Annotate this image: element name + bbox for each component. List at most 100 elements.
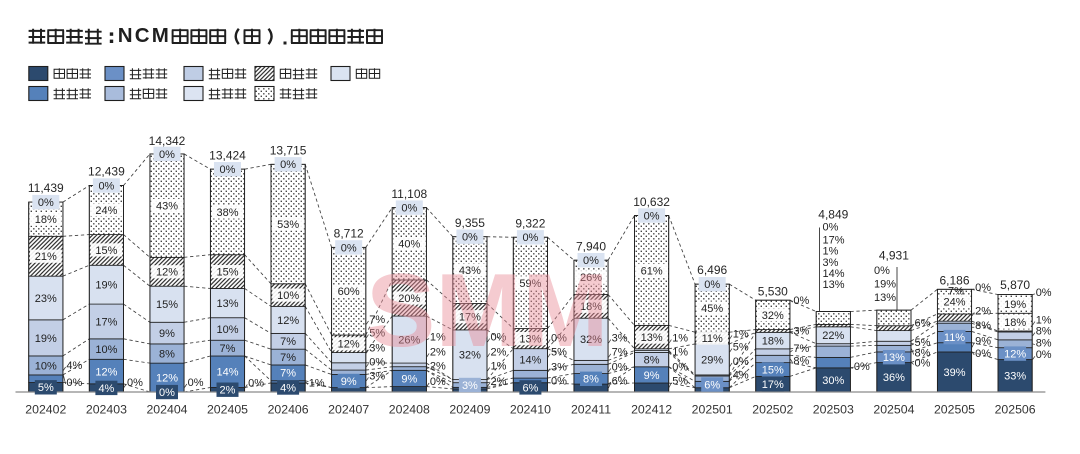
svg-text:39%: 39% xyxy=(943,367,965,379)
svg-text:5%: 5% xyxy=(915,337,931,349)
svg-text:24%: 24% xyxy=(95,205,117,217)
svg-text:6,496: 6,496 xyxy=(697,263,727,277)
svg-text:14%: 14% xyxy=(823,268,845,280)
svg-text:18%: 18% xyxy=(1004,317,1026,329)
svg-text:8%: 8% xyxy=(975,320,991,332)
svg-text:1%: 1% xyxy=(733,328,749,340)
svg-text:8,712: 8,712 xyxy=(334,227,364,241)
svg-text:202503: 202503 xyxy=(813,403,854,417)
svg-text:14%: 14% xyxy=(519,354,541,366)
svg-text:0%: 0% xyxy=(854,361,870,373)
svg-text:5%: 5% xyxy=(551,347,567,359)
svg-text:9%: 9% xyxy=(341,376,357,388)
svg-text:9%: 9% xyxy=(644,370,660,382)
svg-text:0%: 0% xyxy=(159,149,175,161)
svg-text:0%: 0% xyxy=(612,361,628,373)
svg-text:202408: 202408 xyxy=(389,403,430,417)
svg-text:3%: 3% xyxy=(369,343,385,355)
svg-text:0%: 0% xyxy=(491,332,507,344)
svg-text:3%: 3% xyxy=(462,380,478,392)
svg-text:9%: 9% xyxy=(975,335,991,347)
svg-text:26%: 26% xyxy=(580,272,602,284)
svg-text:40%: 40% xyxy=(398,239,420,251)
svg-text:14%: 14% xyxy=(216,367,238,379)
svg-text:202406: 202406 xyxy=(268,403,309,417)
svg-text:20%: 20% xyxy=(398,293,420,305)
svg-text:13%: 13% xyxy=(641,332,663,344)
svg-text:2%: 2% xyxy=(491,346,507,358)
svg-text:19%: 19% xyxy=(95,280,117,292)
svg-text:11%: 11% xyxy=(702,333,723,345)
svg-text:4,931: 4,931 xyxy=(879,248,909,262)
svg-text:202505: 202505 xyxy=(934,403,975,417)
svg-text:202404: 202404 xyxy=(146,403,187,417)
svg-text:13%: 13% xyxy=(874,292,896,304)
svg-text:18%: 18% xyxy=(35,214,57,226)
svg-text:22%: 22% xyxy=(822,330,844,342)
svg-text:4%: 4% xyxy=(280,382,296,394)
svg-text:202411: 202411 xyxy=(571,403,611,417)
svg-text:0%: 0% xyxy=(915,357,931,369)
svg-text:3%: 3% xyxy=(369,370,385,382)
svg-text:12%: 12% xyxy=(338,339,360,351)
svg-text:12,439: 12,439 xyxy=(88,164,125,178)
svg-text:202403: 202403 xyxy=(86,403,127,417)
svg-text:4%: 4% xyxy=(98,383,114,395)
svg-text:45%: 45% xyxy=(701,303,723,315)
svg-text:0%: 0% xyxy=(98,180,114,192)
svg-text:12%: 12% xyxy=(156,373,178,385)
svg-text:32%: 32% xyxy=(762,310,784,322)
svg-text:60%: 60% xyxy=(338,286,360,298)
svg-text:10,632: 10,632 xyxy=(633,195,670,209)
svg-text:SMM: SMM xyxy=(366,253,609,369)
svg-text:6%: 6% xyxy=(612,376,628,388)
svg-text:15%: 15% xyxy=(216,267,238,279)
svg-text:8%: 8% xyxy=(583,374,599,386)
svg-text:33%: 33% xyxy=(1004,371,1026,383)
svg-text:1%: 1% xyxy=(1036,315,1052,327)
svg-text:8%: 8% xyxy=(644,355,660,367)
svg-text:202405: 202405 xyxy=(207,403,248,417)
svg-text:17%: 17% xyxy=(95,316,117,328)
svg-text:1%: 1% xyxy=(672,347,688,359)
svg-text:36%: 36% xyxy=(883,372,905,384)
svg-text:2%: 2% xyxy=(220,385,236,397)
svg-text:0%: 0% xyxy=(874,265,890,277)
svg-text:6%: 6% xyxy=(915,317,931,329)
svg-text:29%: 29% xyxy=(701,354,723,366)
svg-text:0%: 0% xyxy=(551,333,567,345)
svg-text:8%: 8% xyxy=(1036,326,1052,338)
svg-text:10%: 10% xyxy=(35,360,57,372)
svg-text:7%: 7% xyxy=(793,343,809,355)
svg-text:4%: 4% xyxy=(733,370,749,382)
svg-text:202506: 202506 xyxy=(995,403,1036,417)
svg-text:18%: 18% xyxy=(762,336,784,348)
svg-text:30%: 30% xyxy=(822,375,844,387)
svg-text:202409: 202409 xyxy=(449,403,490,417)
svg-text:11%: 11% xyxy=(944,332,965,344)
svg-text:1%: 1% xyxy=(491,360,507,372)
svg-text:4,849: 4,849 xyxy=(818,207,848,221)
svg-text:5,870: 5,870 xyxy=(1000,278,1030,292)
svg-text:17%: 17% xyxy=(823,235,845,247)
svg-text:14,342: 14,342 xyxy=(149,134,186,148)
svg-text:7%: 7% xyxy=(369,314,385,326)
svg-text:0%: 0% xyxy=(188,377,204,389)
svg-text:13,424: 13,424 xyxy=(209,149,246,163)
svg-text:5%: 5% xyxy=(38,382,54,394)
svg-text:5%: 5% xyxy=(733,342,749,354)
svg-text:43%: 43% xyxy=(459,265,481,277)
svg-text:12%: 12% xyxy=(95,367,117,379)
svg-text:0%: 0% xyxy=(159,387,175,399)
svg-text:13%: 13% xyxy=(823,279,845,291)
svg-text:7%: 7% xyxy=(280,352,296,364)
svg-text:19%: 19% xyxy=(1004,299,1026,311)
svg-text:6%: 6% xyxy=(522,382,538,394)
svg-text:0%: 0% xyxy=(522,232,538,244)
svg-text:0%: 0% xyxy=(672,361,688,373)
svg-text:0%: 0% xyxy=(280,159,296,171)
svg-text:0%: 0% xyxy=(1036,287,1052,299)
svg-text:202402: 202402 xyxy=(25,403,66,417)
svg-text:6%: 6% xyxy=(704,379,720,391)
svg-text:0%: 0% xyxy=(583,255,599,267)
